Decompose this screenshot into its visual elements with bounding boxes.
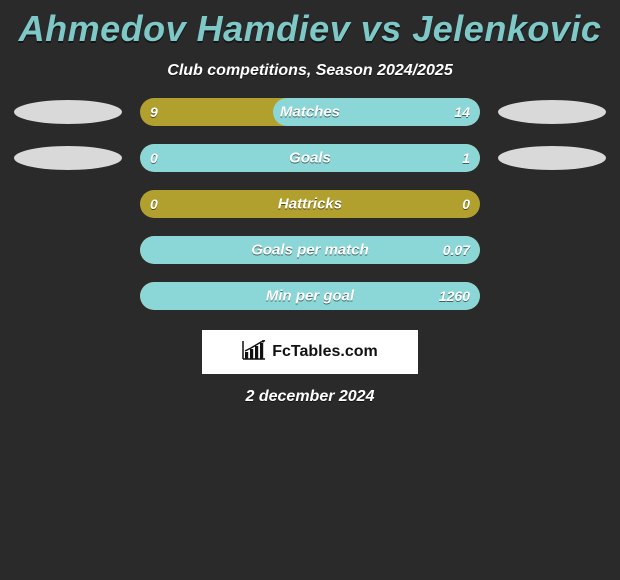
page-title: Ahmedov Hamdiev vs Jelenkovic [0, 0, 620, 54]
ellipse-spacer [498, 284, 606, 308]
ellipse-spacer [498, 192, 606, 216]
date-label: 2 december 2024 [0, 374, 620, 406]
bar-chart-icon [242, 340, 266, 365]
stat-right-value: 0.07 [443, 242, 470, 258]
stats-panel: Ahmedov Hamdiev vs Jelenkovic Club compe… [0, 0, 620, 406]
ellipse-spacer [14, 238, 122, 262]
right-ellipse-icon [498, 146, 606, 170]
stat-rows: 9 Matches 14 0 Goals 1 0 Hattricks 0 Goals per ma… [0, 98, 620, 324]
logo-text: FcTables.com [272, 343, 378, 361]
left-ellipse-icon [14, 100, 122, 124]
stat-bar: 9 Matches 14 [140, 98, 480, 126]
stat-left-value: 0 [150, 150, 158, 166]
stat-left-value: 9 [150, 104, 158, 120]
ellipse-spacer [498, 238, 606, 262]
stat-label: Goals [289, 150, 331, 167]
stat-right-value: 1260 [439, 288, 470, 304]
stat-label: Goals per match [251, 242, 369, 259]
stat-label: Matches [280, 104, 340, 121]
stat-label: Min per goal [266, 288, 354, 305]
stat-label: Hattricks [278, 196, 342, 213]
stat-left-value: 0 [150, 196, 158, 212]
stat-right-value: 0 [462, 196, 470, 212]
stat-row: 0 Goals 1 [0, 144, 620, 172]
stat-bar: 0 Goals 1 [140, 144, 480, 172]
stat-bar: Min per goal 1260 [140, 282, 480, 310]
subtitle: Club competitions, Season 2024/2025 [0, 54, 620, 98]
stat-row: 0 Hattricks 0 [0, 190, 620, 218]
stat-row: 9 Matches 14 [0, 98, 620, 126]
ellipse-spacer [14, 192, 122, 216]
left-ellipse-icon [14, 146, 122, 170]
stat-right-value: 1 [462, 150, 470, 166]
logo-box[interactable]: FcTables.com [202, 330, 418, 374]
stat-row: Goals per match 0.07 [0, 236, 620, 264]
ellipse-spacer [14, 284, 122, 308]
stat-row: Min per goal 1260 [0, 282, 620, 310]
stat-bar: 0 Hattricks 0 [140, 190, 480, 218]
stat-bar: Goals per match 0.07 [140, 236, 480, 264]
stat-right-value: 14 [454, 104, 470, 120]
right-ellipse-icon [498, 100, 606, 124]
